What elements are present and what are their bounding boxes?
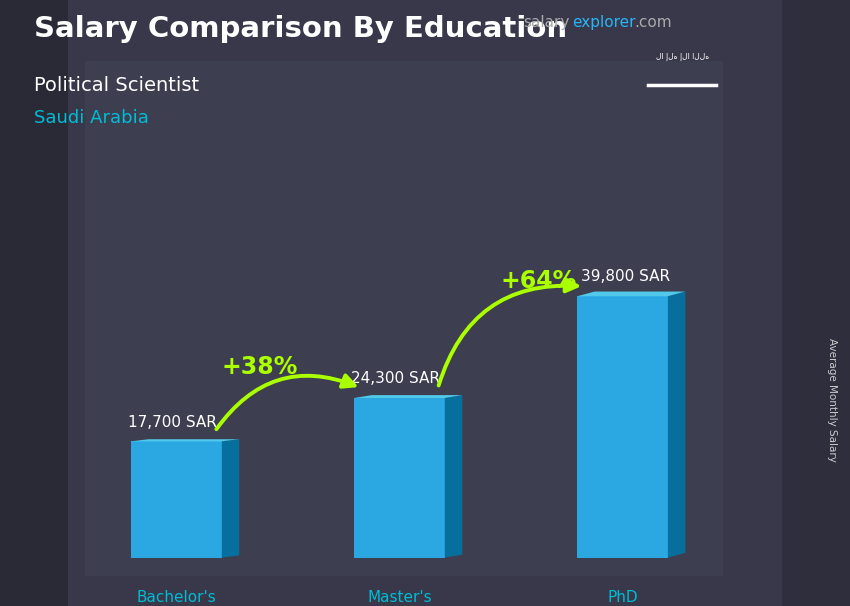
Text: لا إله إلا الله: لا إله إلا الله (655, 52, 709, 61)
Polygon shape (354, 398, 445, 558)
Polygon shape (577, 291, 685, 296)
Text: Political Scientist: Political Scientist (34, 76, 199, 95)
Text: PhD: PhD (607, 590, 638, 605)
Text: 39,800 SAR: 39,800 SAR (581, 270, 670, 284)
Text: 24,300 SAR: 24,300 SAR (351, 371, 439, 386)
Polygon shape (668, 291, 685, 558)
Text: Average Monthly Salary: Average Monthly Salary (827, 338, 837, 462)
Text: explorer: explorer (572, 15, 636, 30)
Bar (782, 0, 850, 606)
Text: Master's
Degree: Master's Degree (367, 590, 432, 606)
Text: Salary Comparison By Education: Salary Comparison By Education (34, 15, 567, 43)
Text: 17,700 SAR: 17,700 SAR (128, 415, 217, 430)
Text: +64%: +64% (501, 270, 577, 293)
Bar (0, 0, 68, 606)
Text: salary: salary (523, 15, 570, 30)
Polygon shape (577, 296, 668, 558)
Text: Saudi Arabia: Saudi Arabia (34, 109, 149, 127)
Polygon shape (131, 441, 222, 558)
Polygon shape (354, 395, 462, 398)
Text: Bachelor's
Degree: Bachelor's Degree (137, 590, 217, 606)
Polygon shape (445, 395, 462, 558)
Polygon shape (131, 439, 239, 441)
Bar (85, 61, 722, 576)
Text: +38%: +38% (222, 355, 298, 379)
Text: .com: .com (634, 15, 672, 30)
Polygon shape (222, 439, 239, 558)
